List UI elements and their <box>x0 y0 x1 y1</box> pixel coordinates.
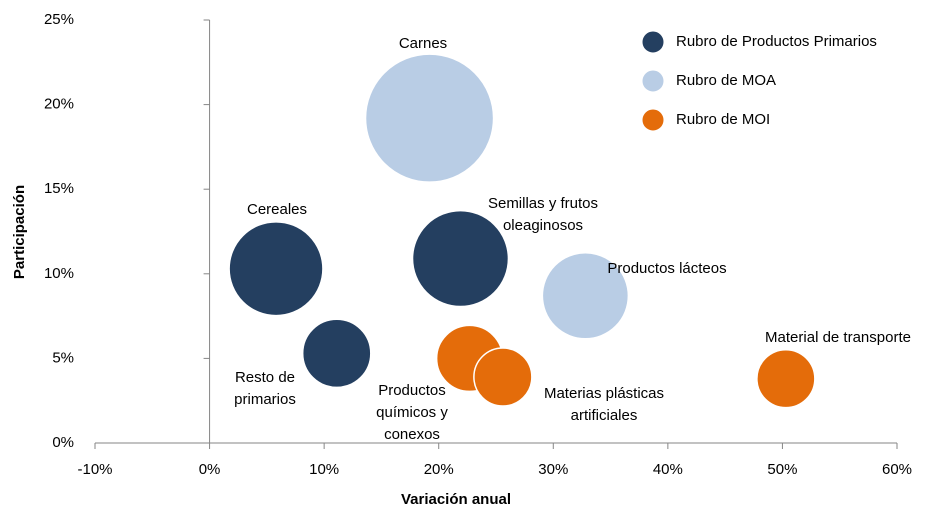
y-tick-label: 10% <box>44 265 74 282</box>
bubble-label: oleaginosos <box>503 217 583 234</box>
bubble-label: Semillas y frutos <box>488 195 598 212</box>
y-tick-label: 15% <box>44 180 74 197</box>
x-tick-label: 60% <box>882 461 912 478</box>
legend-label: Rubro de Productos Primarios <box>676 33 877 50</box>
x-tick-label: 10% <box>309 461 339 478</box>
bubble <box>301 318 372 389</box>
x-tick-label: 40% <box>653 461 683 478</box>
y-axis-title: Participación <box>11 185 28 279</box>
x-axis-title: Variación anual <box>401 491 511 508</box>
legend-marker <box>641 69 665 93</box>
x-tick-label: 0% <box>199 461 221 478</box>
legend-marker <box>641 108 665 132</box>
bubble-label: artificiales <box>571 407 638 424</box>
legend-marker <box>641 30 665 54</box>
bubble <box>541 252 630 340</box>
bubble <box>411 209 510 308</box>
bubble-label: Productos <box>378 382 446 399</box>
bubble <box>364 53 495 183</box>
x-tick-label: 30% <box>538 461 568 478</box>
x-tick-label: 50% <box>767 461 797 478</box>
bubble <box>473 347 533 407</box>
bubble-label: Carnes <box>399 35 447 52</box>
bubble <box>756 348 816 409</box>
bubble-label: primarios <box>234 391 296 408</box>
bubble <box>228 221 324 317</box>
x-tick-label: 20% <box>424 461 454 478</box>
bubble-label: conexos <box>384 426 440 443</box>
bubble-label: químicos y <box>376 404 448 421</box>
legend-label: Rubro de MOA <box>676 72 776 89</box>
y-tick-label: 5% <box>52 349 74 366</box>
y-tick-label: 20% <box>44 96 74 113</box>
bubble-label: Cereales <box>247 201 307 218</box>
y-tick-label: 25% <box>44 11 74 28</box>
bubble-label: Resto de <box>235 369 295 386</box>
bubble-label: Material de transporte <box>765 329 911 346</box>
x-tick-label: -10% <box>77 461 112 478</box>
y-tick-label: 0% <box>52 434 74 451</box>
legend-label: Rubro de MOI <box>676 111 770 128</box>
bubble-label: Materias plásticas <box>544 385 664 402</box>
bubble-label: Productos lácteos <box>607 260 726 277</box>
